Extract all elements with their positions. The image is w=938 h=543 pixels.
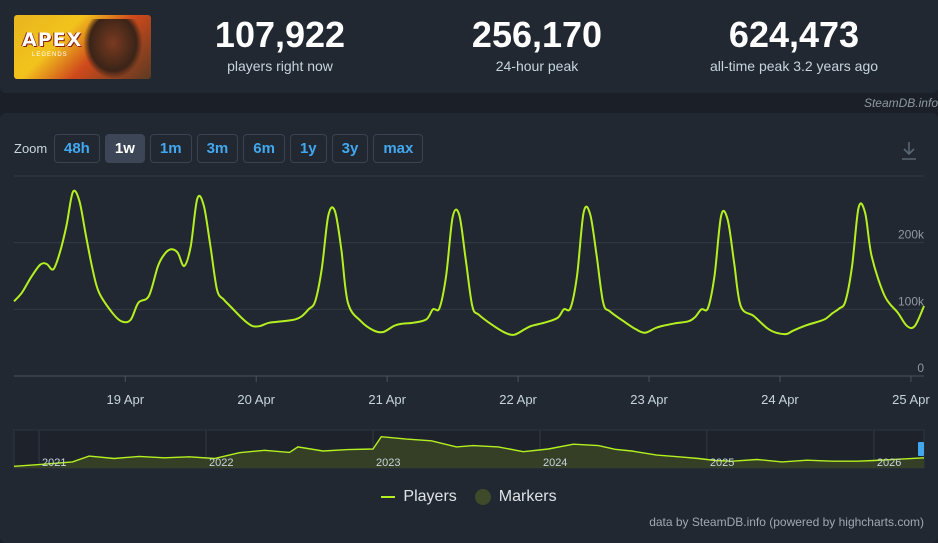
zoom-button-6m[interactable]: 6m [243, 134, 285, 163]
x-tick-label: 24 Apr [761, 392, 799, 407]
y-tick-label: 100k [898, 294, 925, 308]
zoom-button-3m[interactable]: 3m [196, 134, 239, 163]
zoom-button-1w[interactable]: 1w [104, 134, 145, 163]
steamdb-watermark: SteamDB.info [863, 96, 938, 110]
main-x-axis-labels: 19 Apr 20 Apr 21 Apr 22 Apr 23 Apr 24 Apr 25 A… [14, 375, 930, 407]
navigator: 2021 2022 2023 2024 2025 2026 [13, 429, 925, 469]
x-tick-label: 25 Apr [892, 392, 930, 407]
chart-credits[interactable]: data by SteamDB.info (powered by highcha… [649, 515, 924, 529]
stat-label: all-time peak 3.2 years ago [709, 58, 879, 74]
legend-item-markers[interactable]: Markers [474, 488, 557, 506]
navigator-line [13, 435, 925, 467]
stat-value: 107,922 [214, 14, 346, 55]
zoom-button-48h[interactable]: 48h [54, 134, 100, 163]
zoom-label: Zoom [14, 141, 48, 156]
logo-character-art [83, 19, 143, 79]
x-tick-label: 21 Apr [368, 392, 406, 407]
x-tick-label: 23 Apr [630, 392, 668, 407]
logo-title: APEX [22, 29, 83, 51]
game-logo[interactable]: APEX LEGENDS [14, 15, 151, 79]
download-icon[interactable] [900, 141, 918, 161]
zoom-buttons: 48h 1w 1m 3m 6m 1y 3y max [54, 134, 424, 163]
navigator-area [14, 436, 924, 468]
navigator-year-label: 2021 [42, 457, 66, 469]
chart-legend: Players Markers [0, 488, 938, 506]
x-tick-label: 19 Apr [106, 392, 144, 407]
legend-label-players: Players [403, 488, 457, 505]
stat-value: 624,473 [728, 14, 860, 55]
main-gridlines [14, 175, 924, 377]
navigator-year-label: 2024 [543, 457, 567, 469]
markers-dot-swatch [474, 489, 491, 505]
navigator-year-label: 2025 [710, 457, 734, 469]
legend-label-markers: Markers [498, 488, 557, 505]
navigator-year-label: 2022 [209, 457, 233, 469]
stats-header [0, 0, 938, 93]
stat-value: 256,170 [471, 14, 603, 55]
stat-label: 24-hour peak [495, 58, 579, 74]
navigator-year-label: 2026 [877, 457, 901, 469]
main-y-axis-labels: 0 100k 200k [898, 228, 925, 375]
zoom-button-1m[interactable]: 1m [149, 134, 192, 163]
x-tick-label: 20 Apr [237, 392, 275, 407]
logo-subtitle: LEGENDS [32, 52, 68, 58]
main-series [13, 189, 925, 336]
zoom-button-3y[interactable]: 3y [331, 134, 369, 163]
x-tick-label: 22 Apr [499, 392, 537, 407]
stat-all-time-peak: 624,473 all-time peak 3.2 years ago [694, 14, 894, 76]
navigator-year-label: 2023 [376, 457, 400, 469]
chart-panel [0, 113, 938, 543]
stat-label: players right now [227, 58, 333, 74]
stat-current-players: 107,922 players right now [180, 14, 380, 76]
stat-24h-peak: 256,170 24-hour peak [437, 14, 637, 76]
players-line-swatch [381, 496, 396, 498]
zoom-button-1y[interactable]: 1y [289, 134, 327, 163]
players-series-line [13, 189, 925, 336]
y-tick-label: 200k [898, 228, 925, 242]
navigator-handle [918, 442, 924, 456]
zoom-button-max[interactable]: max [373, 134, 424, 163]
legend-item-players[interactable]: Players [381, 488, 457, 506]
y-tick-label: 0 [917, 361, 924, 375]
